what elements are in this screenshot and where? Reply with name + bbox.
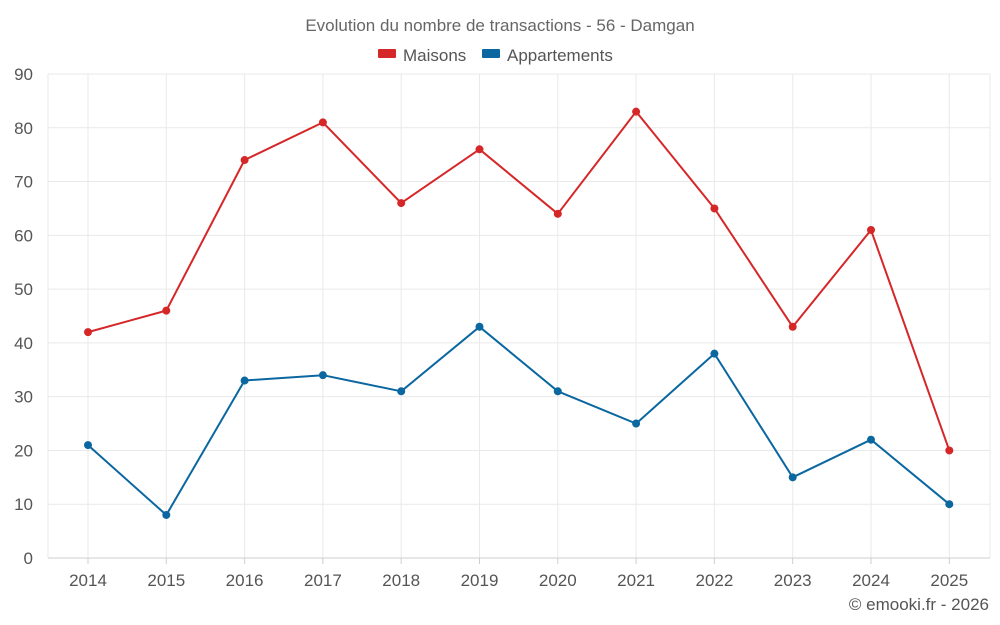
data-point-appartements-2016[interactable] xyxy=(240,376,249,385)
data-point-appartements-2018[interactable] xyxy=(397,387,406,396)
data-point-maisons-2023[interactable] xyxy=(788,322,797,331)
y-tick-label: 80 xyxy=(14,119,33,138)
x-tick-label: 2017 xyxy=(304,571,342,590)
legend-swatch-appartements xyxy=(482,49,500,58)
legend-item-appartements[interactable]: Appartements xyxy=(482,46,613,65)
legend-item-maisons[interactable]: Maisons xyxy=(378,46,466,65)
data-point-appartements-2023[interactable] xyxy=(788,473,797,482)
data-point-maisons-2024[interactable] xyxy=(867,225,875,234)
data-point-maisons-2017[interactable] xyxy=(318,118,327,127)
y-tick-label: 60 xyxy=(14,226,33,245)
data-point-maisons-2021[interactable] xyxy=(632,107,641,116)
series-layer xyxy=(84,107,954,519)
x-tick-label: 2014 xyxy=(69,571,107,590)
data-point-maisons-2014[interactable] xyxy=(84,328,92,337)
x-tick-label: 2020 xyxy=(539,571,577,590)
data-point-maisons-2019[interactable] xyxy=(475,145,484,154)
legend-label-appartements: Appartements xyxy=(507,46,613,65)
data-point-appartements-2025[interactable] xyxy=(945,500,954,509)
credit-text: © emooki.fr - 2026 xyxy=(849,595,989,614)
x-tick-label: 2024 xyxy=(852,571,890,590)
x-tick-label: 2023 xyxy=(774,571,812,590)
legend-swatch-maisons xyxy=(378,49,396,58)
x-tick-label: 2022 xyxy=(695,571,733,590)
y-tick-label: 90 xyxy=(14,65,33,84)
axes: 0 10 20 30 40 50 60 70 80 90 2014 2015 2016 2017 2018 2… xyxy=(14,65,990,590)
chart-title: Evolution du nombre de transactions - 56… xyxy=(305,16,694,35)
y-tick-label: 10 xyxy=(14,495,33,514)
data-point-maisons-2020[interactable] xyxy=(553,209,562,218)
y-tick-label: 40 xyxy=(14,334,33,353)
grid xyxy=(47,73,991,558)
legend-label-maisons: Maisons xyxy=(403,46,466,65)
y-tick-label: 0 xyxy=(24,549,33,568)
x-tick-label: 2025 xyxy=(930,571,968,590)
series-line-maisons xyxy=(87,110,951,451)
data-point-maisons-2016[interactable] xyxy=(240,156,249,165)
data-point-appartements-2022[interactable] xyxy=(710,349,719,358)
data-point-appartements-2024[interactable] xyxy=(867,435,875,444)
data-point-maisons-2018[interactable] xyxy=(397,199,406,208)
data-point-appartements-2015[interactable] xyxy=(162,510,171,519)
data-point-appartements-2014[interactable] xyxy=(84,441,92,450)
data-point-appartements-2020[interactable] xyxy=(553,387,562,396)
y-tick-label: 50 xyxy=(14,280,33,299)
data-point-maisons-2015[interactable] xyxy=(162,306,171,315)
y-tick-label: 20 xyxy=(14,441,33,460)
series-appartements xyxy=(84,322,954,519)
data-point-maisons-2025[interactable] xyxy=(945,446,954,455)
data-point-appartements-2021[interactable] xyxy=(632,419,641,428)
data-point-maisons-2022[interactable] xyxy=(710,204,719,213)
series-maisons xyxy=(84,107,954,455)
x-tick-label: 2018 xyxy=(382,571,420,590)
x-tick-label: 2021 xyxy=(617,571,655,590)
series-line-appartements xyxy=(87,325,950,516)
data-point-appartements-2019[interactable] xyxy=(475,322,484,331)
y-tick-label: 70 xyxy=(14,173,33,192)
x-tick-label: 2016 xyxy=(226,571,264,590)
legend: Maisons Appartements xyxy=(378,46,613,65)
data-point-appartements-2017[interactable] xyxy=(318,371,327,380)
y-tick-label: 30 xyxy=(14,388,33,407)
x-tick-label: 2015 xyxy=(147,571,185,590)
x-tick-label: 2019 xyxy=(461,571,499,590)
